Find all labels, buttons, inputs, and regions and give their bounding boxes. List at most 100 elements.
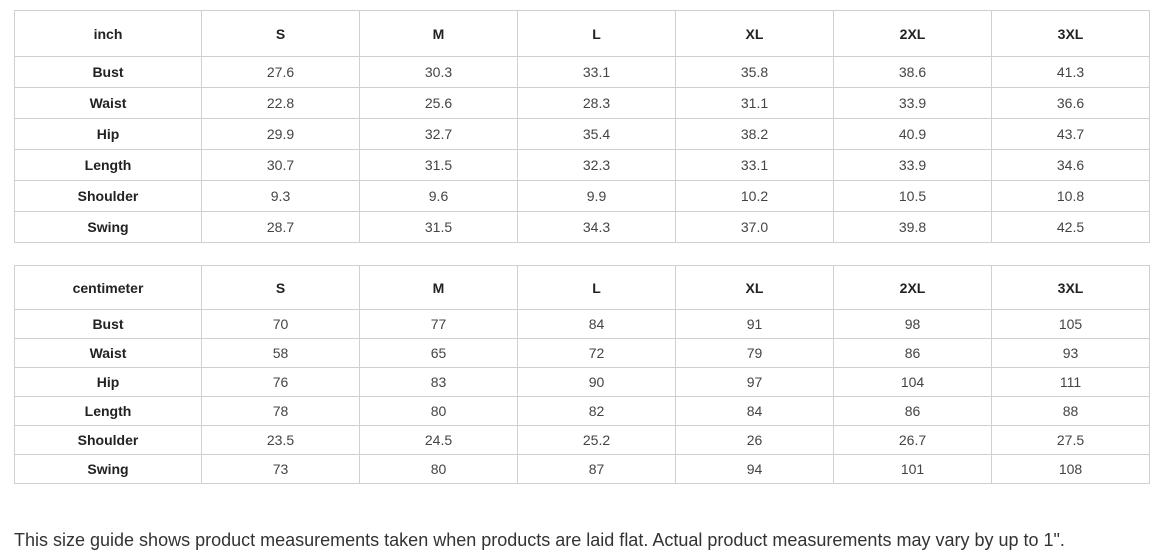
measurement-label: Waist <box>14 338 202 368</box>
measurement-value: 10.5 <box>833 180 992 212</box>
measurement-value: 108 <box>991 454 1150 484</box>
measurement-value: 43.7 <box>991 118 1150 150</box>
measurement-value: 76 <box>201 367 360 397</box>
size-guide-note: This size guide shows product measuremen… <box>14 530 1065 550</box>
measurement-value: 35.8 <box>675 56 834 88</box>
measurement-value: 25.2 <box>517 425 676 455</box>
measurement-value: 10.8 <box>991 180 1150 212</box>
measurement-value: 34.6 <box>991 149 1150 181</box>
measurement-value: 40.9 <box>833 118 992 150</box>
measurement-label: Waist <box>14 87 202 119</box>
measurement-value: 31.5 <box>359 149 518 181</box>
measurement-value: 90 <box>517 367 676 397</box>
measurement-value: 32.3 <box>517 149 676 181</box>
measurement-value: 87 <box>517 454 676 484</box>
measurement-value: 82 <box>517 396 676 426</box>
size-header: L <box>517 265 676 310</box>
measurement-value: 26.7 <box>833 425 992 455</box>
table-row: Shoulder 9.3 9.6 9.9 10.2 10.5 10.8 <box>14 180 1150 212</box>
measurement-value: 35.4 <box>517 118 676 150</box>
size-table-inch: inch S M L XL 2XL 3XL Bust 27.6 30.3 33.1 35.8 38.6 4… <box>14 10 1150 243</box>
measurement-label: Hip <box>14 118 202 150</box>
measurement-value: 80 <box>359 454 518 484</box>
measurement-value: 9.3 <box>201 180 360 212</box>
measurement-value: 38.2 <box>675 118 834 150</box>
measurement-value: 105 <box>991 309 1150 339</box>
measurement-value: 86 <box>833 338 992 368</box>
measurement-value: 31.1 <box>675 87 834 119</box>
measurement-value: 24.5 <box>359 425 518 455</box>
measurement-value: 27.5 <box>991 425 1150 455</box>
header-row: centimeter S M L XL 2XL 3XL <box>14 265 1150 310</box>
table-row: Length 30.7 31.5 32.3 33.1 33.9 34.6 <box>14 149 1150 181</box>
measurement-label: Bust <box>14 309 202 339</box>
measurement-value: 77 <box>359 309 518 339</box>
measurement-value: 33.1 <box>517 56 676 88</box>
size-header: XL <box>675 10 834 57</box>
table-row: Bust 27.6 30.3 33.1 35.8 38.6 41.3 <box>14 56 1150 88</box>
measurement-value: 22.8 <box>201 87 360 119</box>
size-header: 2XL <box>833 265 992 310</box>
measurement-label: Shoulder <box>14 425 202 455</box>
measurement-label: Bust <box>14 56 202 88</box>
measurement-value: 94 <box>675 454 834 484</box>
measurement-value: 30.7 <box>201 149 360 181</box>
measurement-value: 28.3 <box>517 87 676 119</box>
measurement-value: 111 <box>991 367 1150 397</box>
measurement-value: 98 <box>833 309 992 339</box>
table-row: Waist 58 65 72 79 86 93 <box>14 338 1150 368</box>
size-header: S <box>201 265 360 310</box>
size-header: 2XL <box>833 10 992 57</box>
measurement-value: 65 <box>359 338 518 368</box>
measurement-value: 83 <box>359 367 518 397</box>
measurement-value: 80 <box>359 396 518 426</box>
measurement-value: 104 <box>833 367 992 397</box>
measurement-value: 32.7 <box>359 118 518 150</box>
measurement-value: 101 <box>833 454 992 484</box>
size-header: 3XL <box>991 265 1150 310</box>
unit-header: centimeter <box>14 265 202 310</box>
measurement-label: Swing <box>14 211 202 243</box>
measurement-value: 93 <box>991 338 1150 368</box>
measurement-value: 25.6 <box>359 87 518 119</box>
header-row: inch S M L XL 2XL 3XL <box>14 10 1150 57</box>
measurement-value: 41.3 <box>991 56 1150 88</box>
measurement-value: 34.3 <box>517 211 676 243</box>
measurement-value: 58 <box>201 338 360 368</box>
measurement-value: 9.6 <box>359 180 518 212</box>
measurement-value: 36.6 <box>991 87 1150 119</box>
measurement-value: 88 <box>991 396 1150 426</box>
measurement-value: 86 <box>833 396 992 426</box>
measurement-value: 72 <box>517 338 676 368</box>
measurement-value: 78 <box>201 396 360 426</box>
measurement-value: 10.2 <box>675 180 834 212</box>
measurement-value: 37.0 <box>675 211 834 243</box>
measurement-value: 70 <box>201 309 360 339</box>
measurement-value: 30.3 <box>359 56 518 88</box>
measurement-value: 97 <box>675 367 834 397</box>
table-row: Swing 28.7 31.5 34.3 37.0 39.8 42.5 <box>14 211 1150 243</box>
table-row: Length 78 80 82 84 86 88 <box>14 396 1150 426</box>
measurement-label: Length <box>14 396 202 426</box>
measurement-label: Hip <box>14 367 202 397</box>
unit-header: inch <box>14 10 202 57</box>
size-header: L <box>517 10 676 57</box>
measurement-value: 27.6 <box>201 56 360 88</box>
measurement-value: 9.9 <box>517 180 676 212</box>
measurement-value: 84 <box>675 396 834 426</box>
measurement-value: 91 <box>675 309 834 339</box>
measurement-value: 28.7 <box>201 211 360 243</box>
table-row: Bust 70 77 84 91 98 105 <box>14 309 1150 339</box>
measurement-value: 38.6 <box>833 56 992 88</box>
measurement-label: Length <box>14 149 202 181</box>
table-row: Waist 22.8 25.6 28.3 31.1 33.9 36.6 <box>14 87 1150 119</box>
measurement-value: 33.9 <box>833 87 992 119</box>
measurement-label: Swing <box>14 454 202 484</box>
size-header: XL <box>675 265 834 310</box>
measurement-value: 33.1 <box>675 149 834 181</box>
size-header: M <box>359 10 518 57</box>
measurement-value: 31.5 <box>359 211 518 243</box>
measurement-value: 79 <box>675 338 834 368</box>
measurement-value: 23.5 <box>201 425 360 455</box>
measurement-value: 84 <box>517 309 676 339</box>
